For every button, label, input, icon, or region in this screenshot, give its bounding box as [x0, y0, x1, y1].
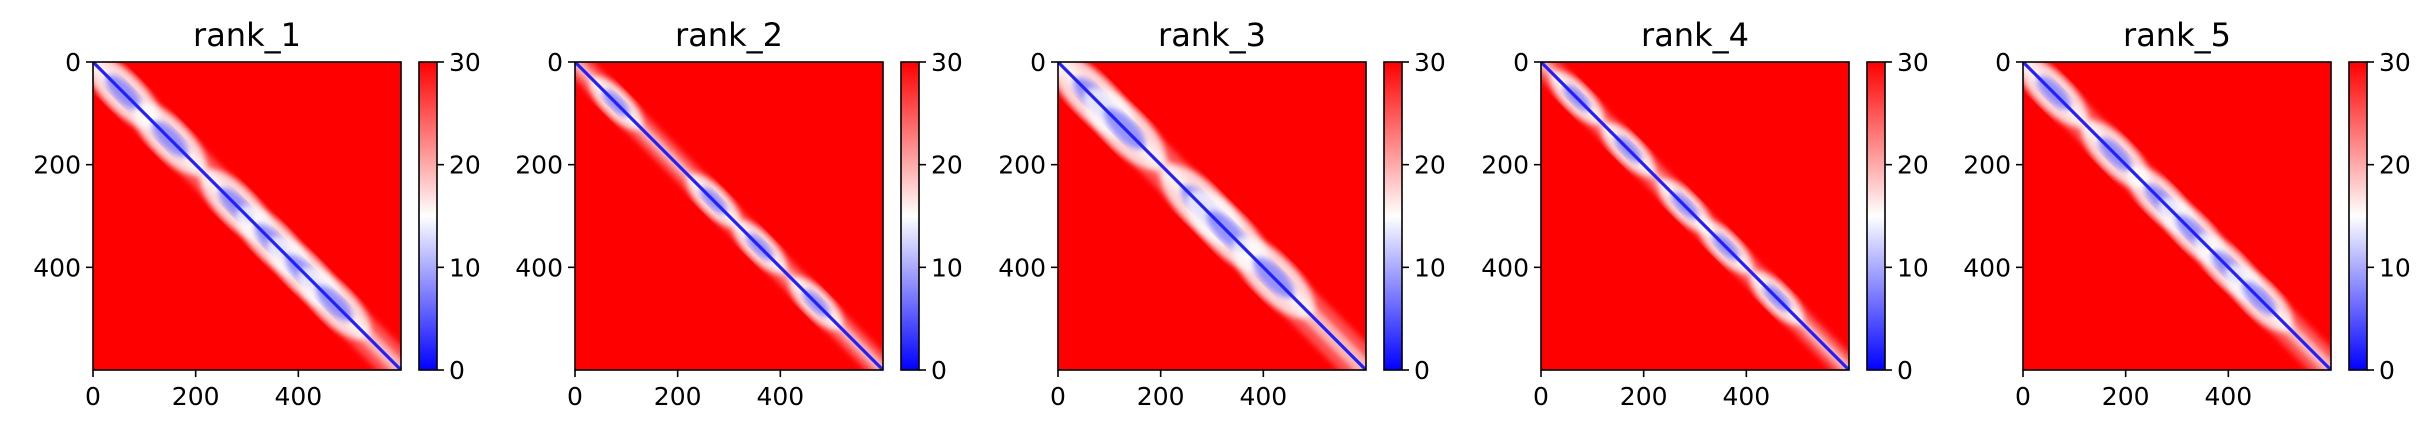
- y-tick-label: 0: [547, 48, 563, 77]
- x-tick-label: 0: [567, 382, 583, 411]
- colorbar-tick-label: 0: [931, 356, 947, 385]
- axes-frame: [2022, 61, 2332, 371]
- heatmap-cells: [1541, 62, 1849, 370]
- colorbar-gradient: [419, 62, 437, 370]
- heatmap-panel-1: rank_1 0 200 400 0 200 400 0 10 20 30: [33, 16, 481, 411]
- colorbar-tick-label: 10: [1897, 253, 1929, 282]
- axes-frame: [574, 61, 884, 371]
- colorbar-tick-label: 20: [1897, 151, 1929, 180]
- colorbar-tick-label: 30: [1897, 48, 1929, 77]
- y-tick-label: 0: [1995, 48, 2011, 77]
- colorbar: 0 10 20 30: [2348, 48, 2411, 385]
- axes-frame: [1540, 61, 1850, 371]
- colorbar: 0 10 20 30: [418, 48, 481, 385]
- x-tick-label: 400: [2204, 382, 2252, 411]
- colorbar: 0 10 20 30: [1383, 48, 1446, 385]
- panel-title: rank_4: [1641, 16, 1749, 54]
- colorbar-tick-label: 0: [2379, 356, 2395, 385]
- colorbar-tick-label: 30: [1414, 48, 1446, 77]
- y-tick-label: 400: [515, 253, 563, 282]
- colorbar-frame: [2348, 61, 2368, 371]
- colorbar-tick-label: 0: [1897, 356, 1913, 385]
- x-tick-label: 400: [1722, 382, 1770, 411]
- axes-frame: [92, 61, 402, 371]
- heatmap-cells: [93, 62, 401, 370]
- x-tick-label: 200: [172, 382, 220, 411]
- colorbar-tick-label: 20: [1414, 151, 1446, 180]
- y-tick-label: 0: [1513, 48, 1529, 77]
- colorbar-tick-label: 20: [449, 151, 481, 180]
- panel-title: rank_2: [675, 16, 783, 54]
- colorbar-gradient: [1384, 62, 1402, 370]
- colorbar-tick-label: 10: [2379, 253, 2411, 282]
- colorbar-tick-label: 0: [449, 356, 465, 385]
- y-tick-label: 400: [998, 253, 1046, 282]
- colorbar-tick-label: 10: [931, 253, 963, 282]
- y-tick-label: 200: [33, 151, 81, 180]
- x-tick-label: 400: [756, 382, 804, 411]
- colorbar-tick-label: 30: [931, 48, 963, 77]
- x-tick-label: 400: [274, 382, 322, 411]
- y-tick-label: 200: [998, 151, 1046, 180]
- colorbar-frame: [418, 61, 438, 371]
- y-tick-label: 0: [65, 48, 81, 77]
- x-tick-label: 400: [1239, 382, 1287, 411]
- x-tick-label: 0: [1050, 382, 1066, 411]
- axes-frame: [1057, 61, 1367, 371]
- colorbar-tick-label: 10: [449, 253, 481, 282]
- y-tick-label: 200: [1481, 151, 1529, 180]
- diagonal-line: [93, 62, 401, 370]
- x-tick-label: 0: [2015, 382, 2031, 411]
- x-tick-label: 0: [1533, 382, 1549, 411]
- colorbar: 0 10 20 30: [900, 48, 963, 385]
- colorbar-tick-label: 20: [2379, 151, 2411, 180]
- colorbar-tick-label: 20: [931, 151, 963, 180]
- x-tick-label: 200: [654, 382, 702, 411]
- colorbar-tick-label: 30: [2379, 48, 2411, 77]
- diagonal-line: [2023, 62, 2331, 370]
- colorbar-gradient: [1867, 62, 1885, 370]
- heatmap-cells: [1058, 62, 1366, 370]
- colorbar-tick-label: 0: [1414, 356, 1430, 385]
- y-tick-label: 400: [1481, 253, 1529, 282]
- heatmap-cells: [2023, 62, 2331, 370]
- heatmap-panel-2: rank_2 0 200 400 0 200 400 0 10 20 30: [515, 16, 963, 411]
- heatmap-panel-3: rank_3 0 200 400 0 200 400 0 10 20 30: [998, 16, 1446, 411]
- y-tick-label: 200: [1963, 151, 2011, 180]
- colorbar-frame: [900, 61, 920, 371]
- x-tick-label: 200: [2102, 382, 2150, 411]
- diagonal-line: [575, 62, 883, 370]
- colorbar-frame: [1383, 61, 1403, 371]
- x-tick-label: 0: [85, 382, 101, 411]
- heatmap-panel-4: rank_4 0 200 400 0 200 400 0 10 20 30: [1481, 16, 1929, 411]
- colorbar-frame: [1866, 61, 1886, 371]
- diagonal-line: [1058, 62, 1366, 370]
- heatmap-panel-5: rank_5 0 200 400 0 200 400 0 10 20 30: [1963, 16, 2411, 411]
- y-tick-label: 400: [33, 253, 81, 282]
- panel-title: rank_3: [1158, 16, 1266, 54]
- diagonal-line: [1541, 62, 1849, 370]
- colorbar-gradient: [2349, 62, 2367, 370]
- x-tick-label: 200: [1620, 382, 1668, 411]
- panel-title: rank_5: [2123, 16, 2231, 54]
- colorbar-tick-label: 30: [449, 48, 481, 77]
- colorbar-tick-label: 10: [1414, 253, 1446, 282]
- panel-title: rank_1: [193, 16, 301, 54]
- y-tick-label: 0: [1030, 48, 1046, 77]
- y-tick-label: 400: [1963, 253, 2011, 282]
- y-tick-label: 200: [515, 151, 563, 180]
- colorbar: 0 10 20 30: [1866, 48, 1929, 385]
- x-tick-label: 200: [1137, 382, 1185, 411]
- colorbar-gradient: [901, 62, 919, 370]
- heatmap-cells: [575, 62, 883, 370]
